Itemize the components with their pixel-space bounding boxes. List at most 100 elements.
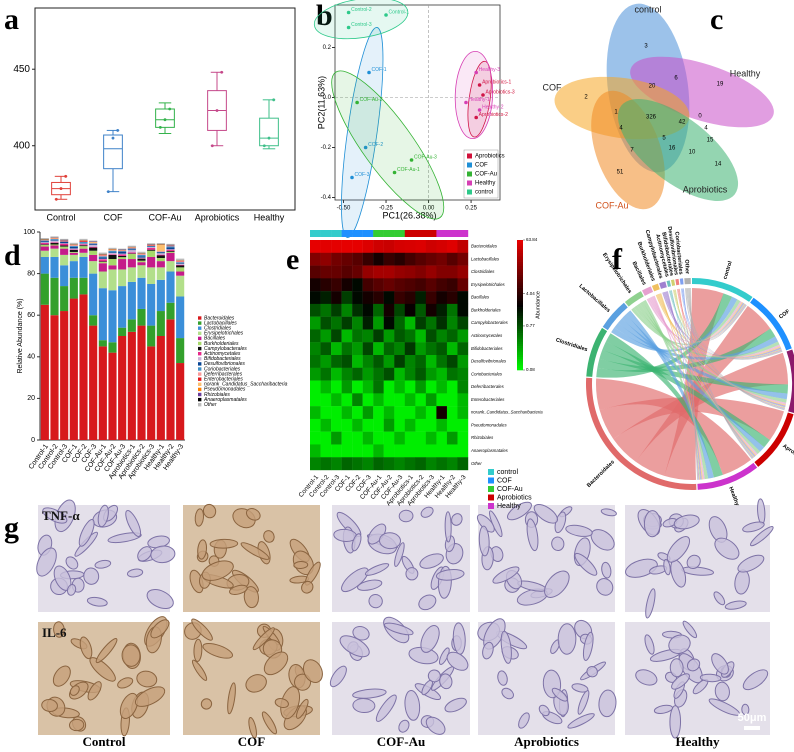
heat-cell [362, 380, 374, 394]
bar-segment [50, 315, 59, 440]
bar-segment [118, 286, 127, 328]
point-label: COF-Au-1 [397, 167, 420, 173]
chord-ribbon [663, 292, 782, 359]
venn-count: 1 [614, 110, 618, 116]
legend-swatch [488, 494, 494, 501]
tissue-crypt [134, 686, 166, 707]
venn-count: 16 [669, 146, 676, 152]
bar-segment [176, 296, 185, 339]
bar-segment [147, 246, 156, 249]
colorbar-step [517, 270, 523, 273]
bar-segment [156, 252, 165, 254]
heat-cell [446, 303, 458, 317]
heat-cell [436, 240, 448, 253]
heat-cell [320, 393, 332, 407]
chord-arc [750, 297, 792, 351]
legend-swatch [467, 171, 472, 177]
y-tick-label: -0.2 [321, 145, 332, 151]
heat-cell [320, 406, 332, 420]
tissue-crypt [446, 651, 469, 671]
tissue-crypt [742, 521, 765, 533]
tissue-crypt [36, 547, 57, 577]
tissue-crypt [666, 536, 691, 563]
tissue-crypt [741, 703, 750, 716]
colorbar-step [517, 248, 523, 252]
heat-cell [404, 444, 416, 458]
heat-cell [394, 329, 405, 343]
bar-segment [89, 243, 98, 245]
colorbar-step [517, 326, 523, 330]
chord-ribbon [599, 397, 785, 441]
data-point [481, 93, 485, 97]
tissue-crypt [669, 705, 682, 739]
data-point [392, 170, 397, 175]
heat-cell [457, 457, 469, 471]
heat-cell [373, 316, 384, 330]
colorbar-step [517, 328, 523, 332]
bar-segment [79, 245, 88, 247]
heat-cell [457, 240, 469, 253]
point-label: Aprobiotics-1 [482, 79, 511, 85]
heat-cell [457, 355, 469, 368]
legend-frame [463, 149, 499, 199]
bar-segment [40, 250, 49, 257]
bar-segment [147, 284, 156, 326]
heat-cell [404, 367, 416, 381]
colorbar-step [517, 294, 523, 297]
heat-cell [362, 418, 374, 432]
heat-cell [352, 329, 363, 343]
tissue-crypt [501, 687, 514, 700]
heat-cell [457, 303, 469, 317]
x-tick-label: 0.00 [423, 206, 435, 212]
heat-cell [331, 329, 342, 343]
x-tick-label: Healthy [254, 212, 285, 222]
colorbar-step [517, 285, 523, 288]
heat-cell [394, 316, 405, 330]
bar-segment [118, 248, 127, 250]
heat-cell [394, 240, 405, 253]
heat-cell [352, 291, 363, 305]
panel-label: c [710, 3, 723, 36]
tissue-crypt [302, 659, 323, 684]
tissue-crypt [699, 673, 722, 683]
bar-segment [69, 246, 78, 249]
heat-cell [415, 393, 427, 407]
tissue-crypt [240, 542, 270, 560]
group-bar [362, 230, 374, 237]
data-point [350, 175, 354, 180]
heat-cell [310, 406, 321, 420]
legend-label: Bifidobacteriales [204, 356, 241, 362]
bar-segment [137, 325, 146, 440]
group-bar [415, 230, 427, 237]
heat-cell [457, 406, 469, 420]
heat-cell [436, 393, 448, 407]
tissue-crypt [544, 570, 570, 598]
bar-segment [156, 267, 165, 280]
tissue-crypt [711, 653, 729, 675]
bar-segment [118, 251, 127, 254]
heat-cell [341, 457, 353, 471]
tissue-crypt [533, 503, 558, 524]
chord-arc [679, 278, 684, 285]
bar-segment [89, 246, 98, 248]
y-tick-label: 80 [27, 270, 35, 277]
chord-arc [697, 462, 758, 490]
bar-segment [50, 277, 59, 316]
heat-cell [373, 444, 384, 458]
tissue-crypt [89, 657, 116, 682]
heat-cell [310, 240, 321, 253]
bar-segment [69, 277, 78, 299]
bar-segment [118, 259, 127, 270]
heat-cell [331, 291, 342, 305]
heat-cell [352, 418, 363, 432]
legend-label: Burkholderiales [204, 341, 239, 347]
heat-cell [362, 457, 374, 471]
colorbar-step [517, 337, 523, 340]
bar-segment [79, 252, 88, 257]
heat-cell [310, 342, 321, 356]
tissue-crypt [418, 594, 437, 611]
tissue-crypt [69, 718, 85, 732]
colorbar-step [517, 352, 523, 356]
tissue-crypt [663, 559, 671, 576]
